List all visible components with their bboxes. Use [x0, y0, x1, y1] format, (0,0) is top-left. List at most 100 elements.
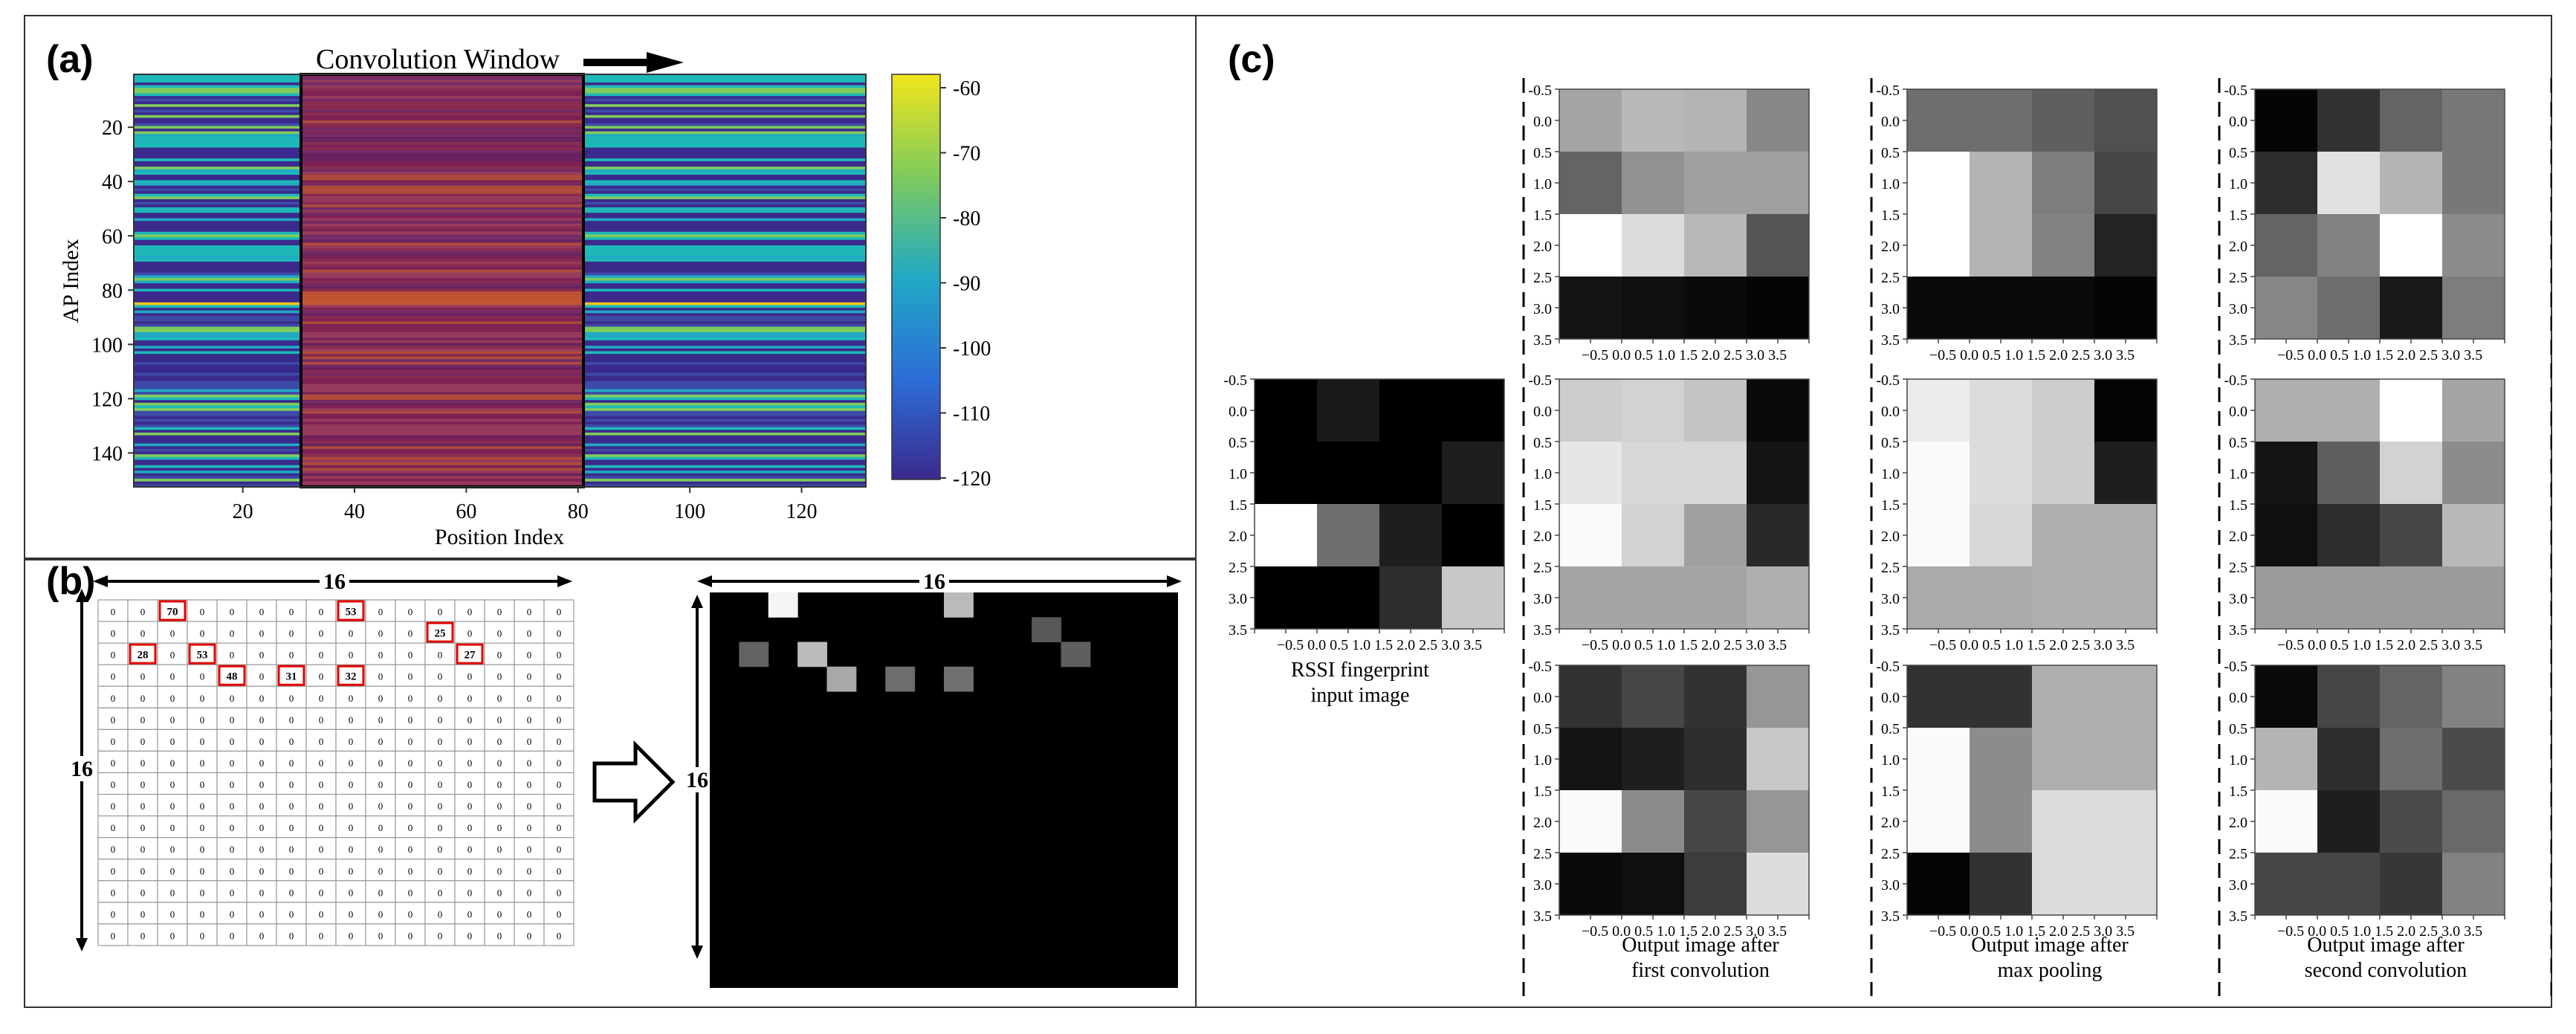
- feature-pixel: [2442, 214, 2505, 277]
- grid-value-zero: 0: [200, 671, 205, 682]
- grid-cell: [276, 923, 307, 946]
- grid-value-zero: 0: [467, 757, 473, 769]
- grid-cell: [216, 750, 247, 774]
- grid-value-zero: 0: [200, 693, 205, 704]
- feature-pixel: [1747, 790, 1810, 853]
- heatmap-window-row: [301, 80, 583, 83]
- grid-cell: [216, 772, 247, 795]
- feature-pixel: [2317, 152, 2381, 215]
- feature-pixel: [1747, 504, 1810, 567]
- heatmap-window-row: [301, 419, 583, 422]
- heatmap-window-row: [301, 177, 583, 181]
- feature-pixel: [1907, 504, 1970, 567]
- feature-pixel: [1255, 504, 1318, 567]
- grid-cell: [424, 923, 456, 946]
- heatmap-window-row: [301, 158, 583, 162]
- grid-value-zero: 0: [319, 607, 324, 618]
- y-tick-label: 1.0: [1881, 176, 1900, 193]
- caption-pool-line1: Output image after: [1971, 934, 2129, 957]
- heatmap-window-row: [301, 364, 583, 368]
- colorbar: [891, 74, 941, 480]
- heatmap-window-row: [301, 136, 583, 140]
- grid-value-zero: 0: [557, 693, 562, 704]
- grid-value-zero: 0: [289, 822, 294, 833]
- heatmap-window-row: [301, 193, 583, 197]
- grid-cell: [305, 642, 337, 665]
- grid-value-zero: 0: [111, 930, 116, 941]
- feature-pixel: [2255, 853, 2318, 916]
- caption-conv1-line2: first convolution: [1631, 959, 1770, 982]
- grid-value-zero: 0: [378, 736, 384, 747]
- grid-cell: [157, 728, 188, 752]
- heatmap-window-row: [301, 277, 583, 282]
- y-tick-label: 2.0: [1533, 815, 1552, 831]
- grid-value-zero: 0: [349, 844, 354, 855]
- colorbar-tick-label: -120: [953, 468, 991, 491]
- y-tick-label: 0.5: [1533, 721, 1552, 737]
- grid-cell: [335, 750, 366, 774]
- grid-value-zero: 0: [408, 908, 413, 920]
- feature-pixel: [2255, 728, 2318, 791]
- grid-value-zero: 0: [497, 822, 502, 833]
- feature-pixel: [1970, 853, 2033, 916]
- grid-cell: [187, 621, 218, 644]
- grid-cell: [365, 642, 396, 665]
- grid-cell: [335, 599, 366, 622]
- x-tick-labels: −0.5 0.0 0.5 1.0 1.5 2.0 2.5 3.0 3.5: [1582, 923, 1787, 940]
- grid-value-zero: 0: [497, 714, 502, 726]
- caption-conv2-line2: second convolution: [2305, 959, 2467, 982]
- feature-pixel: [2317, 442, 2381, 505]
- grid-value-zero: 0: [497, 844, 502, 855]
- heatmap-window-row: [301, 272, 583, 276]
- grid-value-zero: 0: [200, 628, 205, 639]
- y-tick-label: 1.0: [1533, 752, 1552, 769]
- grid-value-zero: 0: [200, 908, 205, 920]
- grid-value-zero: 0: [557, 607, 562, 618]
- grid-value-zero: 0: [497, 650, 502, 661]
- grid-cell: [514, 642, 545, 665]
- feature-pixel: [1255, 566, 1318, 630]
- heatmap-window-row: [301, 369, 583, 374]
- heatmap-window-row: [301, 454, 583, 458]
- y-tick-label: 0.5: [1881, 721, 1900, 737]
- grid-value-zero: 0: [200, 844, 205, 855]
- grid-value-zero: 0: [467, 671, 473, 682]
- feature-pixel: [2442, 504, 2505, 567]
- feature-pixel: [2380, 566, 2443, 630]
- grayscale-pixel: [768, 592, 798, 618]
- colorbar-tick-label: -100: [953, 337, 991, 361]
- y-tick-label: 2.0: [1533, 239, 1552, 255]
- heatmap-window-row: [301, 175, 583, 178]
- grid-value-zero: 0: [319, 908, 324, 920]
- y-tick-label: 2.5: [2229, 270, 2247, 286]
- feature-pixel: [2032, 89, 2095, 152]
- feature-pixel: [1622, 277, 1685, 340]
- heatmap-window-row: [301, 362, 583, 366]
- x-tick-label: 80: [568, 500, 589, 523]
- feature-map-col3-row2: -0.5 0.0 0.5 1.0 1.5 2.0 2.5 3.0 3.5 −0.5 0.0 0.5…: [2224, 372, 2505, 653]
- grid-value-zero: 0: [438, 650, 443, 661]
- heatmap-window-row: [301, 481, 583, 485]
- y-tick-label: 1.5: [1881, 497, 1900, 514]
- feature-pixel: [1622, 379, 1685, 442]
- heatmap-window-row: [301, 123, 583, 126]
- grid-value-zero: 0: [557, 930, 562, 941]
- grid-value-zero: 0: [438, 757, 443, 769]
- feature-pixel: [1559, 89, 1622, 152]
- feature-pixel: [1622, 504, 1685, 567]
- grid-value-zero: 0: [289, 714, 294, 726]
- grid-value-zero: 0: [230, 801, 235, 812]
- panel-b-label: (b): [46, 560, 96, 603]
- y-tick-label: 2.5: [2229, 560, 2247, 576]
- grid-value-zero: 0: [527, 822, 532, 833]
- heatmap-window-row: [301, 291, 583, 295]
- grid-cell: [543, 772, 575, 795]
- grid-value-zero: 0: [467, 930, 473, 941]
- feature-pixel: [2442, 853, 2505, 916]
- grid-value-zero: 0: [111, 779, 116, 790]
- grid-value-zero: 0: [349, 865, 354, 876]
- heatmap-window-row: [301, 479, 583, 482]
- grid-cell: [187, 793, 218, 817]
- feature-pixel: [2380, 728, 2443, 791]
- y-tick-label: 2.0: [2229, 815, 2247, 831]
